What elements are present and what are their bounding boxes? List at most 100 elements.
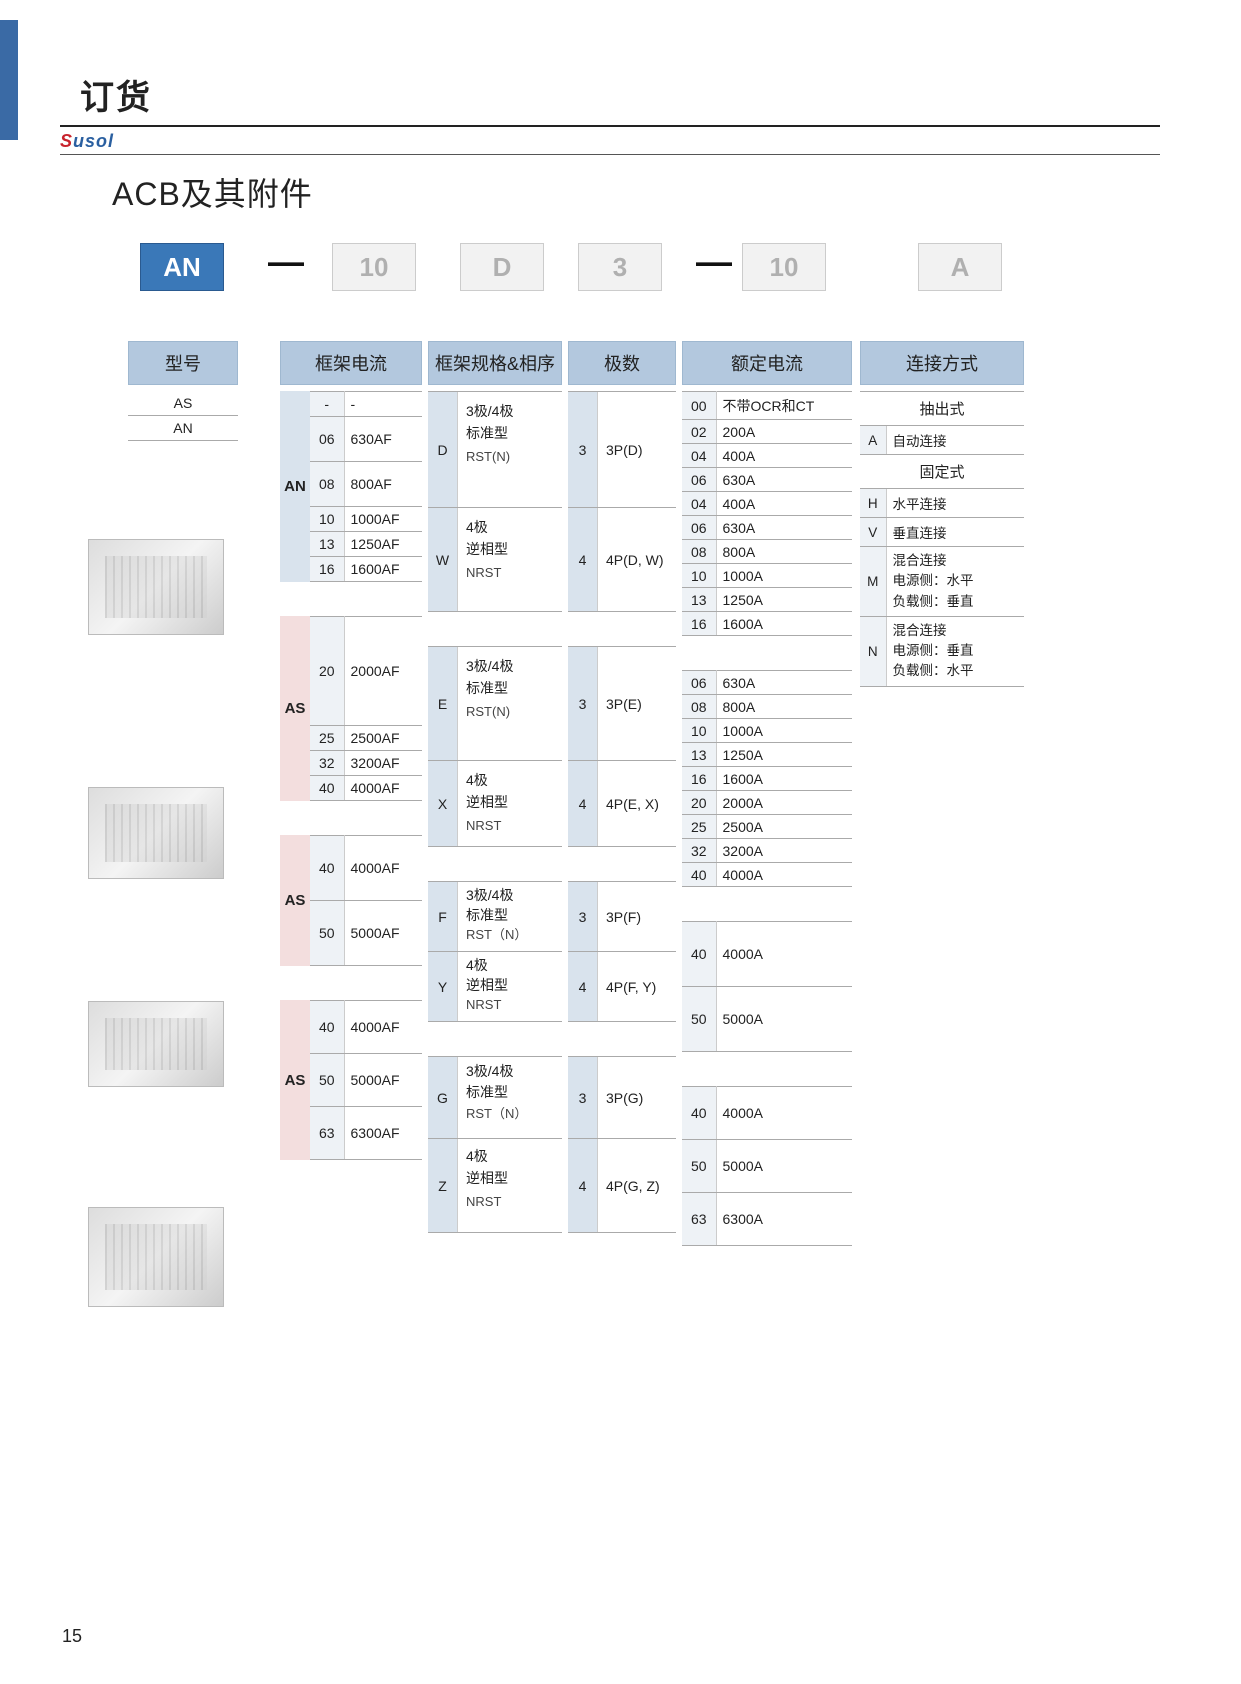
spec-text: 3极/4极标准型RST（N） — [458, 882, 562, 951]
rated-table: 00不带OCR和CT 02200A 04400A 06630A 04400A 0… — [682, 391, 852, 636]
conn-table: A自动连接 — [860, 426, 1024, 455]
spec-code: X — [428, 761, 458, 846]
frame-group-label: AS — [280, 835, 310, 966]
conn-mixed-text: 混合连接电源侧：水平负载侧：垂直 — [886, 547, 1024, 617]
model-item: AN — [128, 416, 238, 441]
frame-rows: 404000AF 505000AF — [310, 835, 422, 966]
pole-item: 3 3P(F) — [568, 882, 676, 952]
code-model-box: AN — [140, 243, 224, 291]
spec-text: 3极/4极标准型RST（N） — [458, 1057, 562, 1138]
poles-group: 3 3P(F) 4 4P(F, Y) — [568, 881, 676, 1022]
frame-rows: 202000AF 252500AF 323200AF 404000AF — [310, 616, 422, 801]
col-rated: 额定电流 00不带OCR和CT 02200A 04400A 06630A 044… — [682, 341, 852, 1246]
frame-group-AS4000: AS 404000AF 505000AF — [280, 835, 422, 966]
rule-heavy — [60, 125, 1160, 127]
pole-code: 4 — [568, 508, 598, 611]
product-image-as-6300 — [88, 1207, 224, 1307]
pole-code: 4 — [568, 952, 598, 1021]
col-hdr-frame: 框架电流 — [280, 341, 422, 385]
col-spec: 框架规格&相序 D 3极/4极标准型RST(N) W 4极逆相型NRST E 3… — [428, 341, 562, 1233]
frame-table: 404000AF 505000AF — [310, 835, 422, 966]
rated-group: 404000A 505000A — [682, 921, 852, 1052]
code-frame-box: 10 — [332, 243, 416, 291]
poles-group: 3 3P(D) 4 4P(D, W) — [568, 391, 676, 612]
col-hdr-model: 型号 — [128, 341, 238, 385]
pole-code: 4 — [568, 1139, 598, 1232]
edge-decoration — [0, 20, 18, 140]
pole-code: 4 — [568, 761, 598, 846]
code-dash-1: — — [268, 241, 304, 283]
rule-light — [60, 154, 1160, 155]
product-image-as-2000 — [88, 787, 224, 879]
pole-item: 3 3P(D) — [568, 392, 676, 508]
code-dash-2: — — [696, 241, 732, 283]
pole-code: 3 — [568, 647, 598, 760]
frame-table: 404000AF 505000AF 636300AF — [310, 1000, 422, 1160]
spec-code: E — [428, 647, 458, 760]
pole-text: 4P(E, X) — [598, 761, 676, 846]
frame-table: 202000AF 252500AF 323200AF 404000AF — [310, 616, 422, 801]
spec-text: 3极/4极标准型RST(N) — [458, 392, 562, 507]
spec-code: D — [428, 392, 458, 507]
pole-code: 3 — [568, 1057, 598, 1138]
spec-group: G 3极/4极标准型RST（N） Z 4极逆相型NRST — [428, 1056, 562, 1233]
pole-item: 4 4P(G, Z) — [568, 1139, 676, 1233]
pole-text: 3P(G) — [598, 1057, 676, 1138]
spec-code: F — [428, 882, 458, 951]
col-hdr-conn: 连接方式 — [860, 341, 1024, 385]
pole-item: 3 3P(E) — [568, 647, 676, 761]
spec-code: G — [428, 1057, 458, 1138]
poles-group: 3 3P(E) 4 4P(E, X) — [568, 646, 676, 847]
col-hdr-spec: 框架规格&相序 — [428, 341, 562, 385]
code-poles-box: 3 — [578, 243, 662, 291]
poles-group: 3 3P(G) 4 4P(G, Z) — [568, 1056, 676, 1233]
spec-text: 3极/4极标准型RST(N) — [458, 647, 562, 760]
frame-group-label: AN — [280, 391, 310, 582]
code-spec-box: D — [460, 243, 544, 291]
code-rated-box: 10 — [742, 243, 826, 291]
col-model: 型号 AS AN — [128, 341, 238, 441]
code-conn-box: A — [918, 243, 1002, 291]
order-code-row: AN — 10 D 3 — 10 A — [100, 243, 1241, 303]
pole-item: 3 3P(G) — [568, 1057, 676, 1139]
frame-group-AS2000: AS 202000AF 252500AF 323200AF 404000AF — [280, 616, 422, 801]
pole-text: 3P(D) — [598, 392, 676, 507]
conn-subheader-fixed: 固定式 — [860, 455, 1024, 489]
spec-item: W 4极逆相型NRST — [428, 508, 562, 612]
pole-item: 4 4P(D, W) — [568, 508, 676, 612]
col-conn: 连接方式 抽出式 A自动连接 固定式 H水平连接 V垂直连接 M混合连接电源侧：… — [860, 341, 1024, 687]
spec-text: 4极逆相型NRST — [458, 761, 562, 846]
conn-subheader-drawout: 抽出式 — [860, 391, 1024, 426]
product-image-stack — [88, 403, 238, 1307]
rated-table: 404000A 505000A 636300A — [682, 1086, 852, 1246]
spec-code: Z — [428, 1139, 458, 1232]
spec-item: X 4极逆相型NRST — [428, 761, 562, 847]
pole-text: 4P(F, Y) — [598, 952, 676, 1021]
columns: 型号 AS AN 框架电流 AN -- 06630AF 08800AF 1010… — [100, 341, 1241, 1601]
spec-group: F 3极/4极标准型RST（N） Y 4极逆相型NRST — [428, 881, 562, 1022]
rated-group: 404000A 505000A 636300A — [682, 1086, 852, 1246]
spec-code: W — [428, 508, 458, 611]
frame-table: -- 06630AF 08800AF 101000AF 131250AF 161… — [310, 391, 422, 582]
spec-group: D 3极/4极标准型RST(N) W 4极逆相型NRST — [428, 391, 562, 612]
col-hdr-rated: 额定电流 — [682, 341, 852, 385]
rated-table: 06630A 08800A 101000A 131250A 161600A 20… — [682, 670, 852, 887]
rated-table: 404000A 505000A — [682, 921, 852, 1052]
frame-rows: 404000AF 505000AF 636300AF — [310, 1000, 422, 1160]
spec-text: 4极逆相型NRST — [458, 508, 562, 611]
catalog-page: 订货 Susol ACB及其附件 AN — 10 D 3 — 10 A 型号 A… — [0, 0, 1241, 1661]
pole-text: 3P(E) — [598, 647, 676, 760]
title-block: 订货 Susol ACB及其附件 — [60, 0, 1241, 215]
frame-rows: -- 06630AF 08800AF 101000AF 131250AF 161… — [310, 391, 422, 582]
pole-code: 3 — [568, 882, 598, 951]
spec-item: Z 4极逆相型NRST — [428, 1139, 562, 1233]
model-list: AS AN — [128, 391, 238, 441]
frame-group-AS6300: AS 404000AF 505000AF 636300AF — [280, 1000, 422, 1160]
spec-item: F 3极/4极标准型RST（N） — [428, 882, 562, 952]
frame-group-label: AS — [280, 1000, 310, 1160]
col-poles: 极数 3 3P(D) 4 4P(D, W) 3 3P(E) 4 — [568, 341, 676, 1233]
pole-text: 4P(D, W) — [598, 508, 676, 611]
pole-item: 4 4P(F, Y) — [568, 952, 676, 1022]
frame-group-AN: AN -- 06630AF 08800AF 101000AF 131250AF … — [280, 391, 422, 582]
spec-text: 4极逆相型NRST — [458, 1139, 562, 1232]
